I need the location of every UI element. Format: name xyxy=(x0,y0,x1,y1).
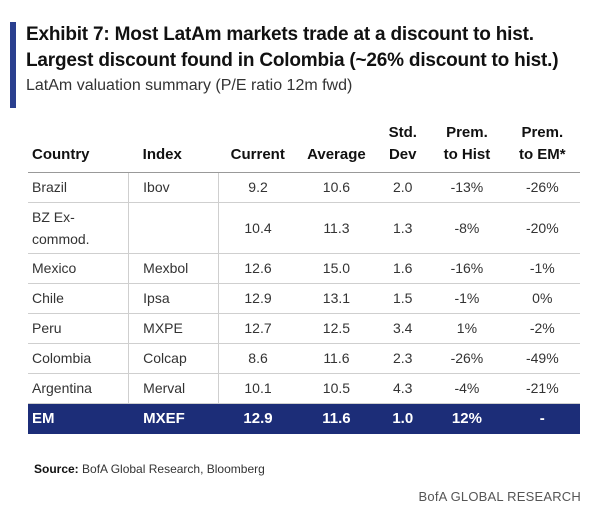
cell-country: Argentina xyxy=(28,373,129,404)
cell-prem-em: -21% xyxy=(504,373,580,404)
em-benchmark-row: EM MXEF 12.9 11.6 1.0 12% - xyxy=(28,403,580,434)
table-row: Colombia Colcap 8.6 11.6 2.3 -26% -49% xyxy=(28,343,580,374)
cell-prem-hist: -16% xyxy=(429,253,505,284)
cell-country: EM xyxy=(28,403,129,434)
cell-country: Peru xyxy=(28,313,129,344)
cell-std-dev: 2.0 xyxy=(376,172,430,203)
cell-average: 10.6 xyxy=(296,172,377,203)
cell-average: 10.5 xyxy=(296,373,377,404)
cell-prem-em: 0% xyxy=(504,283,580,314)
cell-prem-em: - xyxy=(504,403,580,434)
cell-prem-hist: 1% xyxy=(429,313,505,344)
exhibit-subtitle: LatAm valuation summary (P/E ratio 12m f… xyxy=(26,77,353,94)
cell-index: MXPE xyxy=(128,313,219,344)
valuation-table: Country Index Current Average Std. Dev Pr… xyxy=(28,122,580,434)
cell-country: Mexico xyxy=(28,253,129,284)
cell-current: 10.1 xyxy=(218,373,297,404)
cell-prem-em: -2% xyxy=(504,313,580,344)
cell-average: 12.5 xyxy=(296,313,377,344)
cell-prem-em: -1% xyxy=(504,253,580,284)
cell-index: Ibov xyxy=(128,172,219,203)
cell-prem-hist: -1% xyxy=(429,283,505,314)
table-row: BZ Ex-commod. 10.4 11.3 1.3 -8% -20% xyxy=(28,202,580,254)
cell-current: 8.6 xyxy=(218,343,297,374)
cell-index: Ipsa xyxy=(128,283,219,314)
exhibit-header: Exhibit 7: Most LatAm markets trade at a… xyxy=(10,22,585,108)
cell-index: Colcap xyxy=(128,343,219,374)
cell-country: Chile xyxy=(28,283,129,314)
cell-std-dev: 2.3 xyxy=(376,343,430,374)
column-header-average: Average xyxy=(296,122,377,173)
cell-average: 15.0 xyxy=(296,253,377,284)
cell-average: 13.1 xyxy=(296,283,377,314)
column-header-prem-em: Prem. to EM* xyxy=(504,122,580,173)
cell-current: 10.4 xyxy=(218,202,297,254)
brand-footer: BofA GLOBAL RESEARCH xyxy=(418,489,581,504)
cell-std-dev: 3.4 xyxy=(376,313,430,344)
cell-current: 12.9 xyxy=(218,403,297,434)
cell-index: Mexbol xyxy=(128,253,219,284)
source-note: Source: BofA Global Research, Bloomberg xyxy=(34,462,265,476)
cell-index: Merval xyxy=(128,373,219,404)
cell-std-dev: 4.3 xyxy=(376,373,430,404)
cell-country: Colombia xyxy=(28,343,129,374)
cell-current: 12.7 xyxy=(218,313,297,344)
cell-std-dev: 1.5 xyxy=(376,283,430,314)
cell-average: 11.6 xyxy=(296,343,377,374)
table-row: Mexico Mexbol 12.6 15.0 1.6 -16% -1% xyxy=(28,253,580,284)
cell-index xyxy=(128,202,219,254)
column-header-std-dev: Std. Dev xyxy=(376,122,430,173)
cell-prem-em: -26% xyxy=(504,172,580,203)
cell-prem-hist: -13% xyxy=(429,172,505,203)
cell-current: 12.9 xyxy=(218,283,297,314)
cell-prem-hist: -4% xyxy=(429,373,505,404)
cell-prem-em: -49% xyxy=(504,343,580,374)
table-row: Argentina Merval 10.1 10.5 4.3 -4% -21% xyxy=(28,373,580,404)
cell-std-dev: 1.0 xyxy=(376,403,430,434)
cell-average: 11.3 xyxy=(296,202,377,254)
table-row: Peru MXPE 12.7 12.5 3.4 1% -2% xyxy=(28,313,580,344)
cell-average: 11.6 xyxy=(296,403,377,434)
exhibit-title: Exhibit 7: Most LatAm markets trade at a… xyxy=(26,24,559,71)
cell-prem-hist: -26% xyxy=(429,343,505,374)
cell-prem-hist: 12% xyxy=(429,403,505,434)
column-header-current: Current xyxy=(218,122,297,173)
cell-country: Brazil xyxy=(28,172,129,203)
cell-prem-hist: -8% xyxy=(429,202,505,254)
column-header-index: Index xyxy=(128,122,219,173)
table-header-row: Country Index Current Average Std. Dev Pr… xyxy=(28,122,580,173)
cell-index: MXEF xyxy=(128,403,219,434)
cell-std-dev: 1.6 xyxy=(376,253,430,284)
cell-prem-em: -20% xyxy=(504,202,580,254)
table-row: Chile Ipsa 12.9 13.1 1.5 -1% 0% xyxy=(28,283,580,314)
cell-current: 9.2 xyxy=(218,172,297,203)
column-header-prem-hist: Prem. to Hist xyxy=(429,122,505,173)
cell-country: BZ Ex-commod. xyxy=(28,202,129,254)
cell-current: 12.6 xyxy=(218,253,297,284)
cell-std-dev: 1.3 xyxy=(376,202,430,254)
column-header-country: Country xyxy=(28,122,129,173)
table-row: Brazil Ibov 9.2 10.6 2.0 -13% -26% xyxy=(28,172,580,203)
